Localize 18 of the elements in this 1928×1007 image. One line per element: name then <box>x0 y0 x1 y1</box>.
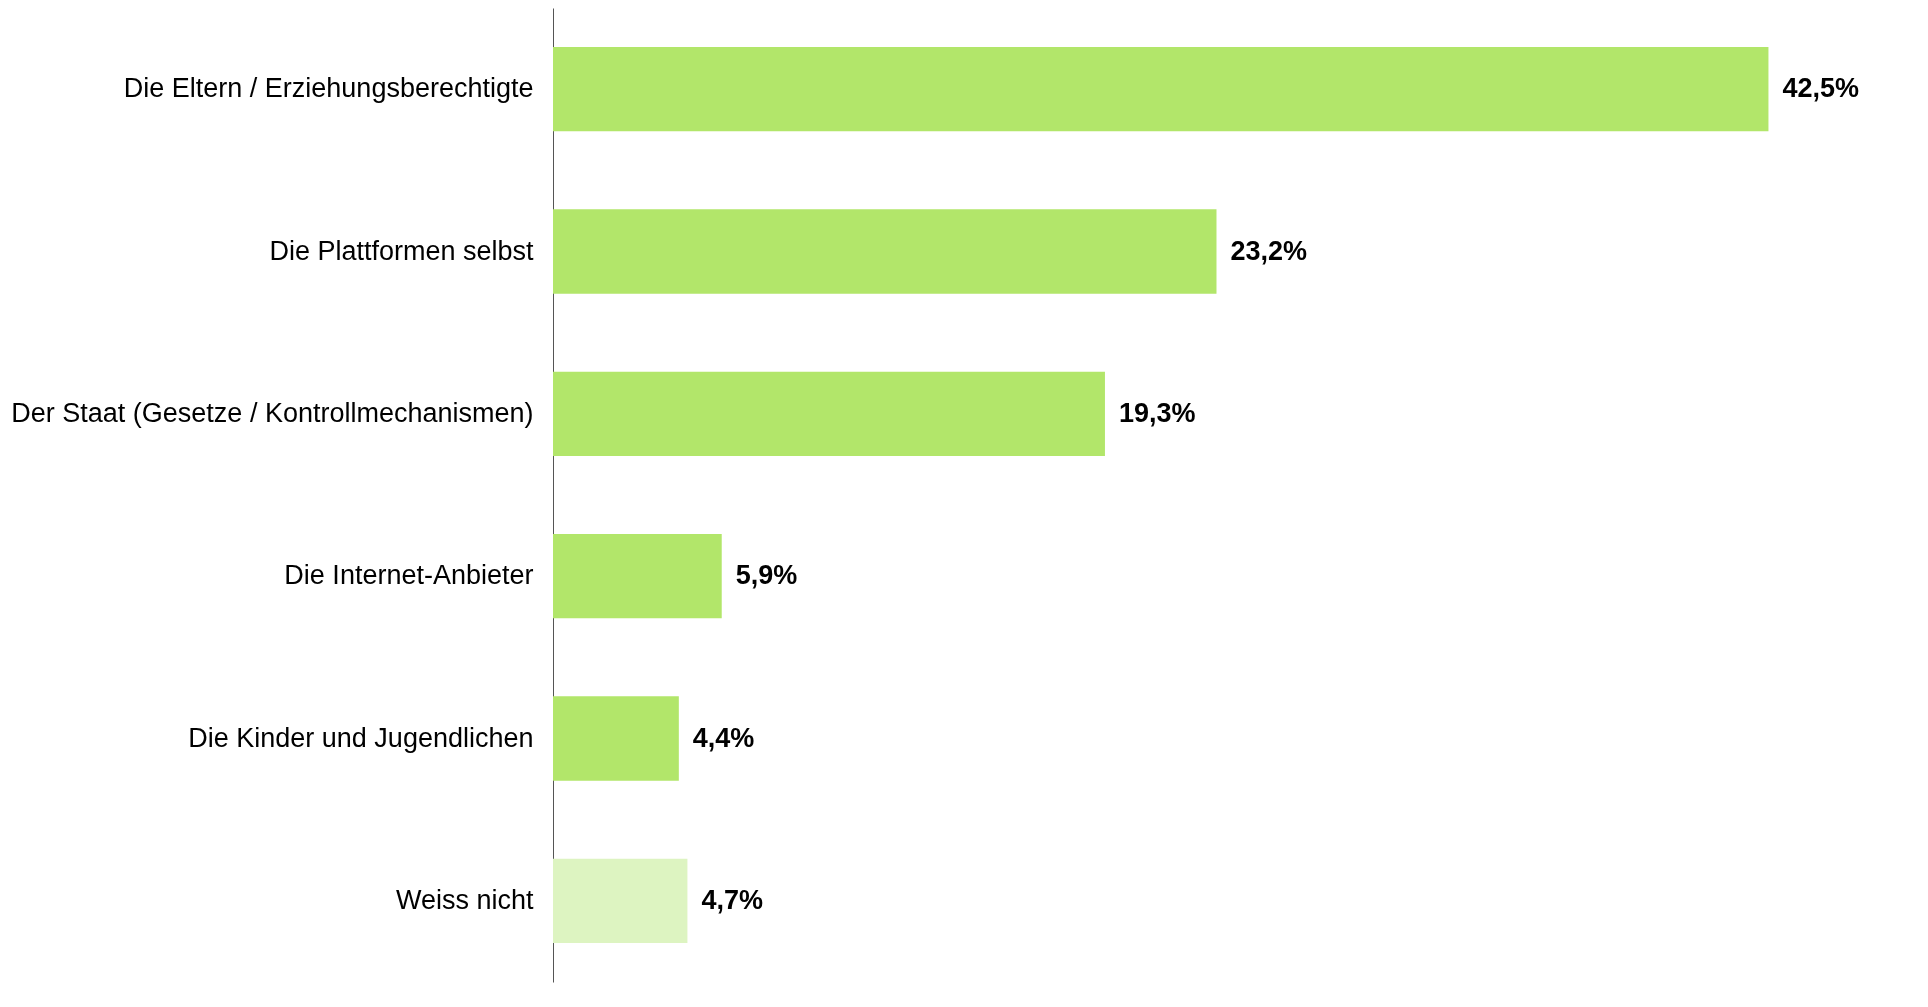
y-tick-label: Die Internet-Anbieter <box>284 560 534 591</box>
y-tick-label: Die Kinder und Jugendlichen <box>188 722 534 753</box>
bar <box>553 209 1217 294</box>
data-label: 4,4% <box>692 722 755 753</box>
y-tick-label: Die Plattformen selbst <box>269 235 534 266</box>
y-tick-label: Die Eltern / Erziehungsberechtigte <box>123 73 534 104</box>
y-tick-label: Der Staat (Gesetze / Kontrollmechanismen) <box>11 397 534 428</box>
data-label: 42,5% <box>1782 73 1860 104</box>
bar <box>553 696 679 781</box>
data-label: 4,7% <box>701 884 763 915</box>
data-label: 19,3% <box>1118 397 1196 428</box>
bar <box>553 46 1769 132</box>
bar <box>553 371 1105 457</box>
bar <box>553 533 722 619</box>
data-label: 23,2% <box>1230 235 1308 266</box>
data-label: 5,9% <box>735 560 798 591</box>
bar <box>553 858 688 944</box>
y-tick-label: Weiss nicht <box>395 884 534 915</box>
